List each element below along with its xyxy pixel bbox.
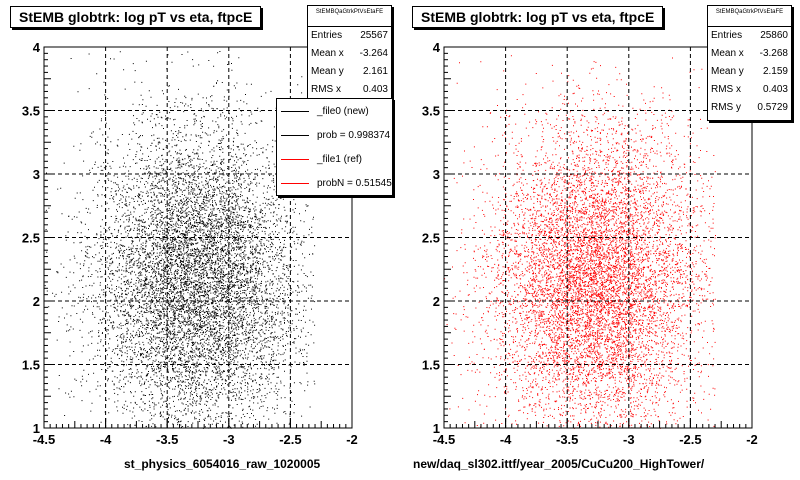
stats-mean-y: Mean y 2.161 xyxy=(311,66,388,77)
y-tick-label: 3 xyxy=(33,167,40,182)
y-tick-label: 2.5 xyxy=(422,231,440,246)
grid xyxy=(444,47,752,428)
x-tick-label: -2 xyxy=(746,432,758,447)
x-tick-label: -3.5 xyxy=(556,432,578,447)
right-stats-box: StEMBQaGtrkPtVsEtaFE Entries 25860 Mean x… xyxy=(707,5,792,121)
left-plot-title: StEMB globtrk: log pT vs eta, ftpcE xyxy=(10,6,262,28)
stats-name: StEMBQaGtrkPtVsEtaFE xyxy=(308,6,391,27)
y-tick-label: 1.5 xyxy=(422,358,440,373)
y-tick-label: 2 xyxy=(33,294,40,309)
x-tick-label: -2.5 xyxy=(279,432,301,447)
right-plot-title: StEMB globtrk: log pT vs eta, ftpcE xyxy=(412,6,664,28)
x-tick-label: -4.5 xyxy=(33,432,55,447)
legend-line-red xyxy=(281,182,309,184)
y-axis: 1 1.5 2 2.5 3 3.5 4 xyxy=(422,40,454,436)
x-tick-label: -4.5 xyxy=(433,432,455,447)
stats-rms-y: RMS y 0.5729 xyxy=(711,102,788,113)
y-axis: 1 1.5 2 2.5 3 3.5 4 xyxy=(22,40,54,436)
left-x-axis-title: st_physics_6054016_raw_1020005 xyxy=(124,457,321,471)
x-axis: -4.5 -4 -3.5 -3 -2.5 -2 xyxy=(33,418,358,447)
left-scatter-plot: -4.5 -4 -3.5 -3 -2.5 -2 1 1.5 2 2.5 3 3.5 4 xyxy=(22,40,358,447)
legend-entry-probn: probN = 0.51545 xyxy=(277,171,392,195)
y-tick-label: 2 xyxy=(433,294,440,309)
x-tick-label: -4 xyxy=(100,432,112,447)
right-x-axis-title: new/daq_sl302.ittf/year_2005/CuCu200_Hig… xyxy=(413,457,705,471)
stats-entries: Entries 25860 xyxy=(711,30,788,41)
scatter-points xyxy=(444,55,716,429)
stats-name: StEMBQaGtrkPtVsEtaFE xyxy=(708,6,791,27)
scatter-point-cloud xyxy=(44,51,316,429)
y-tick-label: 3 xyxy=(433,167,440,182)
x-tick-label: -2.5 xyxy=(679,432,701,447)
legend-entry-file0: _file0 (new) xyxy=(277,99,392,123)
left-stats-box: StEMBQaGtrkPtVsEtaFE Entries 25567 Mean x… xyxy=(307,5,392,102)
x-tick-label: -3.5 xyxy=(156,432,178,447)
legend-line-red xyxy=(281,158,309,160)
stats-entries: Entries 25567 xyxy=(311,30,388,41)
y-tick-label: 2.5 xyxy=(22,231,40,246)
right-scatter-plot: -4.5 -4 -3.5 -3 -2.5 -2 1 1.5 2 2.5 3 3.5 4 xyxy=(422,40,758,447)
legend-entry-prob: prob = 0.998374 xyxy=(277,123,392,147)
legend: _file0 (new) prob = 0.998374 _file1 (ref… xyxy=(276,98,393,196)
x-tick-label: -3 xyxy=(223,432,235,447)
stats-rms-x: RMS x 0.403 xyxy=(711,84,788,95)
y-tick-label: 1 xyxy=(433,421,440,436)
stats-mean-y: Mean y 2.159 xyxy=(711,66,788,77)
legend-line-black xyxy=(281,110,309,112)
legend-entry-file1: _file1 (ref) xyxy=(277,147,392,171)
stats-mean-x: Mean x -3.268 xyxy=(711,48,788,59)
x-tick-label: -2 xyxy=(346,432,358,447)
y-tick-label: 3.5 xyxy=(422,104,440,119)
y-tick-label: 1.5 xyxy=(22,358,40,373)
legend-line-black xyxy=(281,134,309,136)
y-tick-label: 3.5 xyxy=(22,104,40,119)
x-axis: -4.5 -4 -3.5 -3 -2.5 -2 xyxy=(433,418,758,447)
stats-mean-x: Mean x -3.264 xyxy=(311,48,388,59)
scatter-points xyxy=(44,51,316,429)
y-tick-label: 4 xyxy=(33,40,41,55)
stats-rms-x: RMS x 0.403 xyxy=(311,84,388,95)
x-tick-label: -4 xyxy=(500,432,512,447)
x-tick-label: -3 xyxy=(623,432,635,447)
y-tick-label: 4 xyxy=(433,40,441,55)
scatter-point-cloud xyxy=(444,55,716,429)
y-tick-label: 1 xyxy=(33,421,40,436)
